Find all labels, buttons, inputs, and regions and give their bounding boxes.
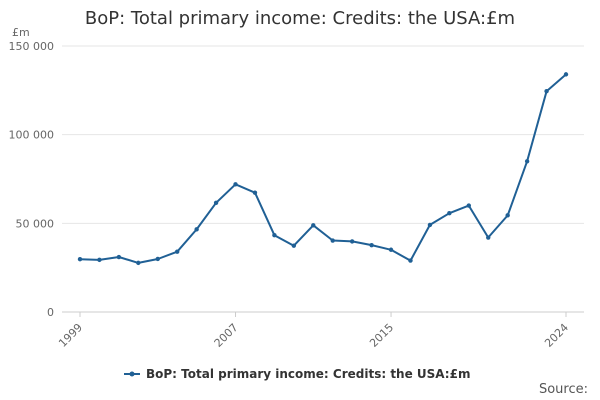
data-point bbox=[213, 200, 219, 205]
data-point bbox=[563, 72, 569, 77]
y-tick-label: 50 000 bbox=[16, 217, 55, 230]
data-point bbox=[116, 254, 122, 260]
data-point bbox=[349, 239, 355, 244]
legend-swatch-marker bbox=[129, 371, 135, 377]
data-point bbox=[272, 233, 277, 238]
x-tick-label: 2015 bbox=[367, 321, 396, 350]
data-point bbox=[136, 260, 141, 266]
legend-label: BoP: Total primary income: Credits: the … bbox=[146, 367, 470, 381]
x-tick-label: 2024 bbox=[542, 321, 571, 350]
data-point bbox=[233, 182, 238, 187]
data-point bbox=[447, 211, 452, 216]
data-point bbox=[505, 213, 510, 218]
y-tick-label: 150 000 bbox=[9, 40, 55, 53]
data-point bbox=[466, 203, 471, 208]
data-point bbox=[175, 249, 180, 254]
data-point bbox=[252, 190, 258, 195]
gridlines bbox=[62, 45, 584, 224]
series-layer bbox=[77, 72, 569, 266]
data-point bbox=[311, 223, 316, 228]
series-line bbox=[79, 73, 567, 264]
x-tick-label: 2007 bbox=[212, 321, 241, 350]
legend: BoP: Total primary income: Credits: the … bbox=[124, 367, 470, 381]
data-point bbox=[388, 247, 394, 252]
y-axis-unit-label: £m bbox=[12, 26, 30, 39]
data-point bbox=[291, 243, 297, 248]
y-tick-label: 0 bbox=[47, 306, 54, 319]
data-point bbox=[97, 257, 102, 263]
chart-title: BoP: Total primary income: Credits: the … bbox=[84, 8, 516, 29]
data-point bbox=[544, 89, 549, 94]
data-point bbox=[486, 235, 491, 240]
source-label: Source: bbox=[538, 382, 588, 397]
data-point bbox=[330, 238, 335, 243]
data-point bbox=[427, 222, 433, 228]
data-point bbox=[194, 227, 199, 232]
x-tick-label: 1999 bbox=[56, 321, 85, 350]
data-point bbox=[155, 256, 160, 262]
y-tick-label: 100 000 bbox=[9, 129, 55, 142]
axes: 0 50 000 100 000 150 000 1999 2007 2015 2024 bbox=[9, 40, 584, 350]
data-point bbox=[369, 242, 374, 248]
data-point bbox=[408, 258, 413, 263]
data-point bbox=[77, 256, 83, 262]
data-point bbox=[524, 159, 530, 164]
